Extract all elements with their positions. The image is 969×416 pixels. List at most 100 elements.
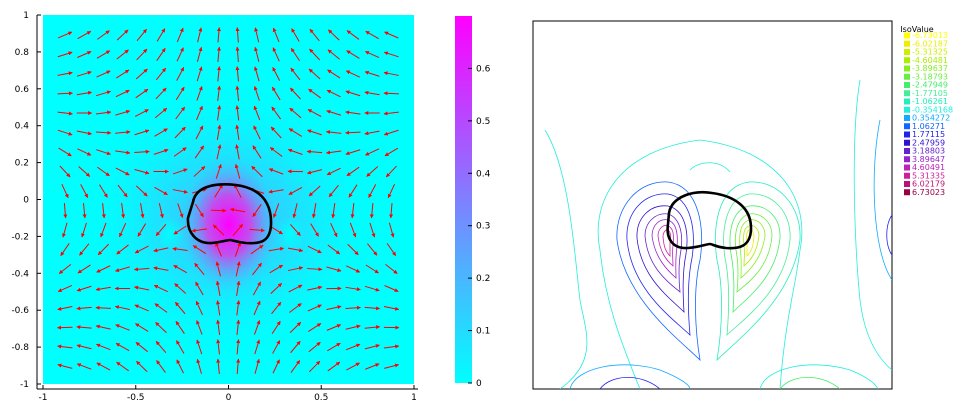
vector-arrow (214, 184, 223, 198)
vector-arrow (134, 285, 150, 291)
vector-arrow (100, 222, 107, 238)
vector-arrow (235, 105, 240, 121)
vector-arrow (176, 47, 184, 62)
vector-arrow (116, 361, 129, 372)
vector-arrow (326, 305, 342, 311)
vector-arrow (269, 147, 283, 157)
vector-arrow (172, 247, 188, 251)
vector-arrow (307, 108, 322, 118)
contour-lines (544, 79, 892, 389)
vector-arrow (77, 264, 91, 274)
x-tick-label: 1 (411, 393, 417, 403)
vector-arrow (253, 105, 261, 121)
legend-entry-label: 1.77115 (912, 130, 945, 139)
legend-swatch (904, 148, 910, 154)
vector-arrow (364, 70, 380, 77)
vector-arrow (307, 129, 322, 136)
vector-arrow (235, 124, 240, 140)
vector-arrow (137, 223, 147, 237)
vector-arrow (290, 360, 301, 373)
vector-arrow (76, 344, 92, 350)
vector-arrow (216, 144, 222, 160)
vector-arrow (134, 129, 150, 136)
legend-entry-label: -3.18793 (912, 72, 948, 81)
vector-arrow (368, 184, 377, 198)
vector-arrow (271, 86, 281, 101)
legend-swatch (904, 49, 910, 55)
vector-arrow (212, 224, 225, 236)
vector-arrow (81, 222, 87, 238)
vector-arrow (216, 319, 221, 336)
vector-arrow (96, 70, 111, 78)
legend-entry-label: 3.18803 (912, 147, 945, 156)
vector-arrow (154, 303, 168, 313)
vector-arrow (57, 31, 73, 39)
colorbar-tick-label: 0.2 (476, 274, 490, 284)
vector-arrow (177, 203, 184, 218)
vector-arrow (76, 285, 92, 292)
vector-arrow (136, 48, 148, 61)
vector-arrows (57, 27, 400, 375)
vector-arrow (326, 167, 341, 176)
vector-arrow (195, 125, 204, 140)
vector-arrow (95, 110, 112, 115)
vector-arrow (57, 305, 73, 311)
vector-arrow (252, 204, 262, 218)
vector-arrow (135, 88, 149, 99)
vector-arrow (308, 88, 321, 99)
vector-arrow (331, 203, 336, 219)
vector-arrow (234, 163, 241, 179)
y-tick-label: 0.2 (15, 159, 29, 169)
vector-arrow (117, 184, 128, 198)
vector-arrow (325, 150, 342, 155)
vector-arrow (97, 243, 110, 256)
vector-arrow (57, 344, 73, 349)
vector-arrow (253, 66, 260, 82)
vector-arrow (215, 280, 221, 296)
vector-arrow (271, 301, 282, 315)
vector-arrow (59, 165, 71, 178)
vector-arrow (345, 90, 361, 97)
vector-arrow (272, 359, 280, 374)
legend-swatch (904, 172, 910, 179)
vector-arrow (292, 203, 298, 219)
vector-arrow (155, 67, 167, 81)
vector-arrow (345, 343, 361, 351)
vector-arrow (235, 261, 241, 277)
vector-arrow (290, 67, 301, 81)
colorbar-tick-label: 0.1 (476, 327, 490, 337)
vector-arrow (58, 147, 72, 157)
vector-arrow (153, 284, 168, 293)
vector-arrow (308, 185, 321, 197)
vector-arrow (172, 189, 188, 194)
legend-entry-label: 0.354272 (912, 114, 950, 123)
vector-arrow (290, 47, 300, 62)
legend-entry-label: 6.02179 (912, 180, 945, 189)
contour-plot: IsoValue -6.73013-6.02187-5.31325-4.6048… (532, 20, 953, 390)
vector-arrow (153, 247, 169, 253)
vector-arrow (216, 124, 222, 140)
legend-swatch (904, 123, 910, 130)
vector-arrow (308, 68, 321, 80)
vector-arrow (345, 110, 361, 115)
vector-arrow (290, 340, 301, 354)
vector-arrow (136, 360, 148, 373)
vector-arrow (155, 321, 167, 334)
legend-entry-label: 6.73023 (912, 188, 945, 197)
vector-arrow (196, 339, 203, 355)
legend-swatch (904, 57, 910, 64)
vector-arrow (235, 144, 240, 160)
legend-swatch (904, 189, 910, 196)
vector-arrow (327, 342, 341, 352)
vector-arrow (95, 130, 112, 135)
contour-obstacle-outline (666, 191, 753, 250)
vector-arrow (366, 166, 379, 177)
vector-arrow (140, 203, 145, 219)
vector-arrow (270, 126, 282, 139)
heatmap-left-minimum (156, 216, 184, 252)
vector-arrow (328, 184, 339, 198)
vector-arrow (76, 70, 92, 77)
vector-arrow (254, 27, 260, 43)
legend-swatch (904, 82, 910, 88)
vector-arrow (308, 360, 321, 373)
